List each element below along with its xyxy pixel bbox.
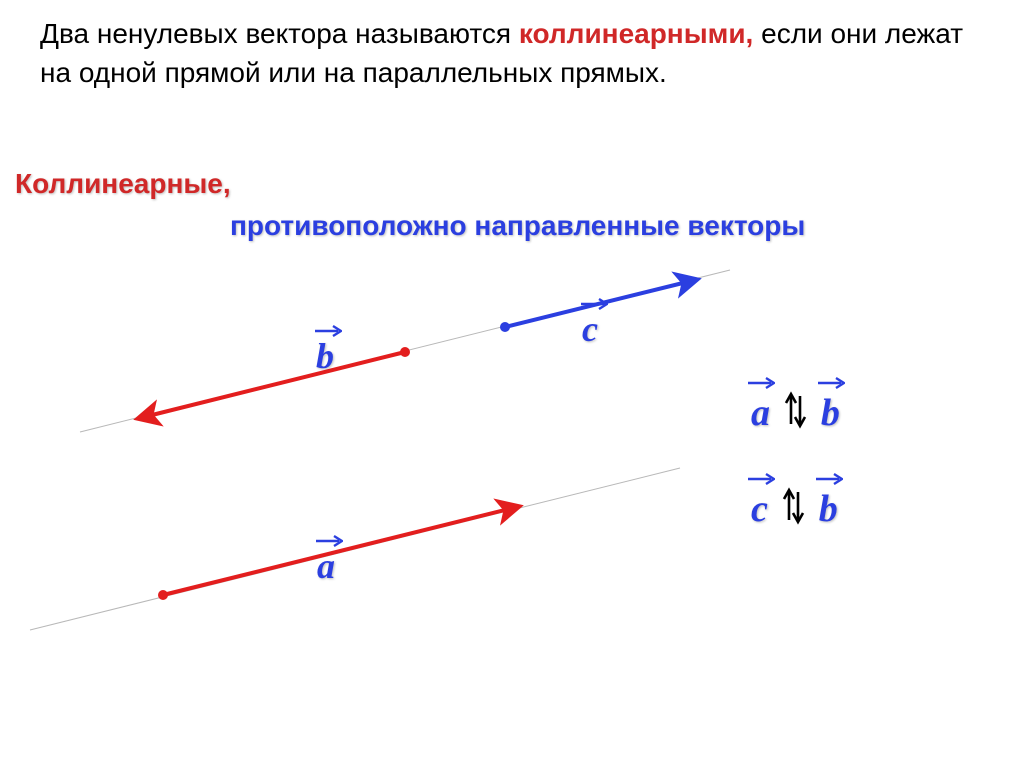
arrow-over-icon	[747, 375, 775, 389]
arrow-over-icon	[747, 471, 775, 485]
label-b-text: b	[316, 336, 334, 376]
vector-a	[163, 507, 517, 595]
arrow-over-b-icon	[314, 323, 342, 337]
arrow-over-a-icon	[315, 533, 343, 547]
antiparallel-icon	[779, 486, 807, 531]
notation-c-b-right: b	[819, 487, 838, 531]
notation-a-b-left: a	[751, 391, 770, 435]
arrow-over-icon	[815, 471, 843, 485]
label-a: a	[317, 545, 335, 587]
antiparallel-icon	[781, 390, 809, 435]
arrow-over-icon	[817, 375, 845, 389]
label-a-text: a	[317, 546, 335, 586]
label-c: c	[582, 308, 598, 350]
label-c-text: c	[582, 309, 598, 349]
notation-a-b-right: b	[821, 391, 840, 435]
notation-c-b-left: c	[751, 487, 768, 531]
label-b: b	[316, 335, 334, 377]
vector-b	[140, 352, 405, 418]
arrow-over-c-icon	[580, 296, 608, 310]
notation-c-b: c b	[748, 486, 841, 531]
diagram-canvas	[0, 0, 1024, 768]
notation-a-b: a b	[748, 390, 843, 435]
